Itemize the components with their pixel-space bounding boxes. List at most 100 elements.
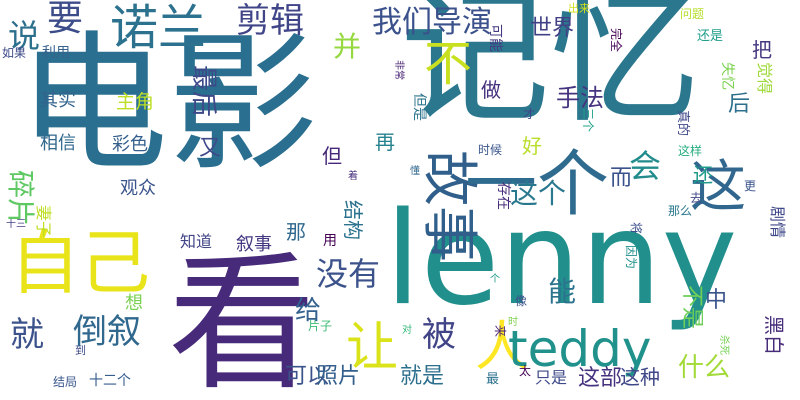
- cloud-word: 导演: [432, 5, 492, 40]
- cloud-word: 观众: [120, 178, 156, 199]
- cloud-word: 三个: [581, 108, 595, 133]
- cloud-word: 妻子: [34, 205, 53, 238]
- cloud-word: 时候: [478, 143, 503, 157]
- cloud-word: 再: [375, 130, 395, 154]
- cloud-word: 被: [422, 315, 456, 355]
- cloud-word: 主角: [116, 91, 155, 113]
- cloud-word: 只是: [535, 368, 568, 387]
- cloud-word: 时: [508, 317, 518, 328]
- cloud-word: 记忆: [400, 0, 701, 144]
- cloud-word: 还: [693, 163, 713, 187]
- cloud-word: 又: [199, 136, 222, 161]
- cloud-word: 叙事: [236, 234, 272, 255]
- cloud-word: 做: [481, 78, 501, 102]
- cloud-word: 好: [522, 134, 542, 158]
- cloud-word: 就: [10, 315, 44, 355]
- cloud-word: 我们: [372, 5, 432, 40]
- cloud-word: 杀死: [718, 335, 729, 355]
- cloud-word: 这: [690, 155, 746, 220]
- cloud-word: 黑白: [762, 315, 786, 355]
- cloud-word: 用: [323, 233, 337, 249]
- cloud-word: 不: [424, 36, 473, 92]
- cloud-word: 结构: [341, 200, 365, 240]
- cloud-word: 还是: [697, 29, 724, 44]
- cloud-word: 出来: [568, 2, 590, 15]
- cloud-word: teddy: [508, 320, 652, 378]
- cloud-word: 真的: [675, 110, 690, 137]
- cloud-word: 后: [728, 92, 751, 117]
- cloud-word: 让: [346, 318, 399, 378]
- cloud-word: 这种: [620, 365, 660, 389]
- cloud-word: 因为: [624, 245, 638, 270]
- cloud-word: 如果: [2, 46, 27, 60]
- cloud-word: 可以: [285, 364, 330, 389]
- cloud-word: 这个: [510, 177, 567, 210]
- cloud-word: 十三: [6, 219, 26, 230]
- cloud-word: 看: [168, 238, 316, 400]
- cloud-word: 照片: [316, 364, 361, 389]
- cloud-word: 倒叙: [73, 312, 141, 352]
- cloud-word: 更: [744, 179, 757, 193]
- cloud-word: 一个: [465, 142, 610, 226]
- cloud-word: 剪辑: [236, 1, 304, 41]
- cloud-word: 懂: [410, 166, 420, 177]
- cloud-word: 碎片: [4, 170, 37, 227]
- cloud-word: 最后: [188, 65, 218, 118]
- cloud-word: 彩色: [112, 134, 148, 155]
- cloud-word: 知道: [180, 232, 213, 251]
- cloud-word: 要: [47, 0, 84, 39]
- cloud-word: 能: [548, 275, 577, 308]
- cloud-word: 剧情: [768, 206, 787, 239]
- cloud-word: 把: [752, 38, 772, 62]
- cloud-word: 着: [348, 171, 358, 182]
- cloud-word: 想: [125, 293, 143, 314]
- cloud-word: 结局: [53, 375, 78, 389]
- cloud-word: 到: [75, 344, 86, 357]
- cloud-word: 其实: [40, 90, 76, 111]
- cloud-word: 对: [402, 325, 412, 336]
- cloud-word: 最: [486, 372, 500, 387]
- cloud-word: 片子: [308, 319, 333, 333]
- cloud-word: 什么: [678, 353, 731, 383]
- cloud-word: 来: [493, 325, 507, 338]
- cloud-word: 不是: [679, 285, 704, 330]
- cloud-word: 给: [295, 296, 322, 326]
- cloud-word: 电影: [18, 18, 319, 192]
- cloud-word: 完全: [609, 28, 623, 53]
- cloud-word: 这样: [678, 144, 703, 158]
- cloud-word: 存在: [495, 182, 511, 210]
- cloud-word: 太: [519, 364, 532, 378]
- cloud-word: 但是: [411, 93, 427, 121]
- cloud-word: 世界: [530, 16, 575, 41]
- cloud-word: 这部: [578, 366, 623, 391]
- cloud-word: lenny: [385, 185, 738, 334]
- cloud-word: 觉得: [755, 62, 774, 95]
- cloud-word: 像: [515, 294, 528, 308]
- cloud-word: 那: [286, 220, 306, 244]
- cloud-word: 并: [333, 30, 362, 63]
- cloud-word: 利用: [42, 45, 70, 61]
- cloud-word: 去: [690, 191, 703, 205]
- cloud-word: 十二个: [89, 373, 131, 389]
- cloud-word: 相信: [40, 133, 76, 154]
- cloud-word: 个: [490, 274, 500, 285]
- cloud-word: 诺兰: [110, 0, 207, 56]
- cloud-word: 说: [8, 17, 41, 55]
- cloud-word: 那么: [668, 204, 693, 218]
- cloud-word: 没有: [316, 255, 381, 293]
- cloud-word: 手法: [556, 84, 604, 112]
- cloud-word: 问题: [680, 7, 705, 21]
- cloud-word: 而: [610, 166, 633, 191]
- cloud-word: 人: [475, 315, 529, 378]
- cloud-word: 可能: [487, 24, 503, 52]
- cloud-word: 才: [523, 107, 536, 121]
- cloud-word: 自己: [10, 222, 150, 304]
- cloud-word: 将: [629, 222, 643, 235]
- cloud-word: 非常: [393, 60, 404, 80]
- cloud-word: 失忆: [719, 62, 735, 90]
- cloud-word: 但: [322, 144, 342, 168]
- cloud-word: 中: [705, 288, 728, 313]
- cloud-word: 会: [629, 147, 662, 185]
- cloud-word: 就是: [400, 364, 445, 389]
